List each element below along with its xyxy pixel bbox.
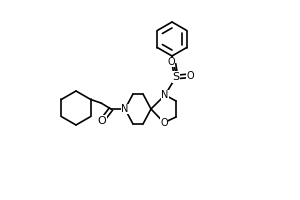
Text: O: O (187, 71, 194, 81)
Text: O: O (160, 118, 168, 128)
Text: O: O (167, 57, 175, 67)
Text: N: N (121, 104, 129, 114)
Text: S: S (172, 72, 180, 82)
Text: O: O (98, 116, 106, 126)
Text: N: N (161, 90, 169, 100)
